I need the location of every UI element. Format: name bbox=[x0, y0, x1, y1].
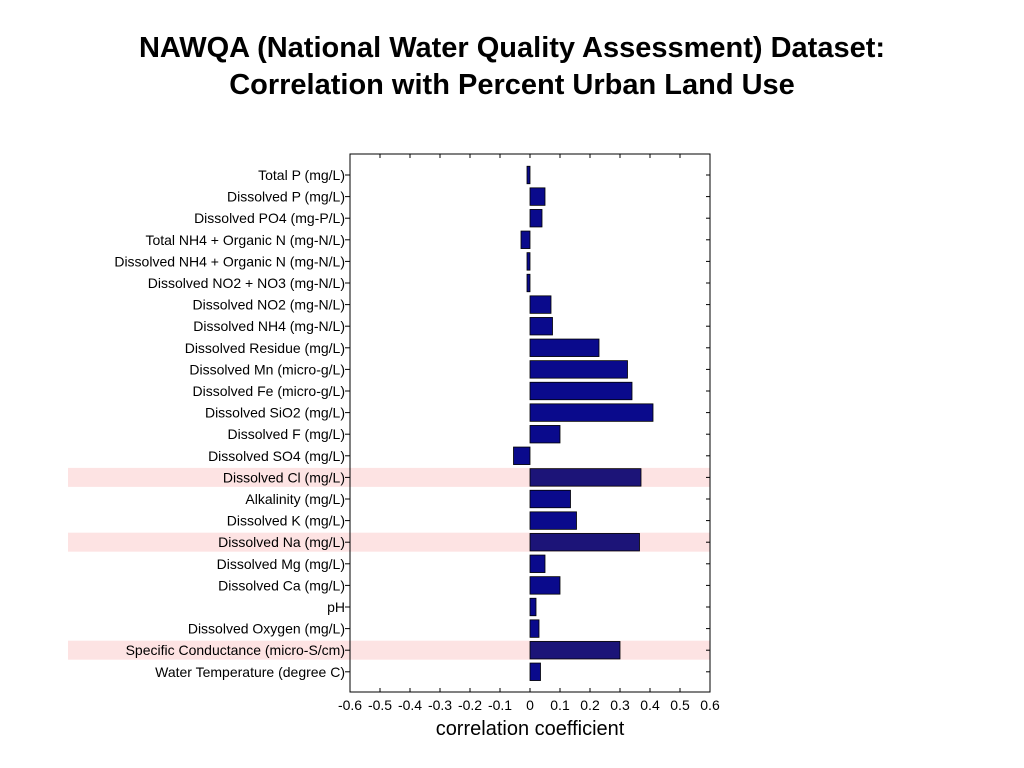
bar bbox=[529, 662, 541, 681]
y-tick-label: Dissolved Residue (mg/L) bbox=[185, 340, 345, 356]
bar bbox=[529, 554, 546, 573]
x-tick-label: 0 bbox=[526, 697, 534, 713]
y-tick-label: Dissolved NH4 + Organic N (mg-N/L) bbox=[114, 253, 345, 269]
x-tick-label: 0.4 bbox=[640, 697, 660, 713]
bars bbox=[513, 165, 654, 681]
x-tick-label: -0.3 bbox=[428, 697, 452, 713]
chart-title-block: NAWQA (National Water Quality Assessment… bbox=[0, 30, 1024, 104]
y-axis: Total P (mg/L) Dissolved P (mg/L) Dissolve… bbox=[114, 167, 710, 680]
bar bbox=[526, 273, 531, 293]
y-tick-label: Alkalinity (mg/L) bbox=[245, 491, 345, 507]
bar bbox=[529, 381, 633, 401]
y-tick-label: Dissolved SiO2 (mg/L) bbox=[205, 405, 345, 421]
bar bbox=[526, 165, 531, 185]
y-tick-label: Dissolved Mn (micro-g/L) bbox=[189, 361, 345, 377]
bar bbox=[529, 425, 561, 444]
y-tick-label: Dissolved PO4 (mg-P/L) bbox=[194, 210, 345, 226]
bar bbox=[529, 209, 543, 228]
x-tick-label: -0.6 bbox=[338, 697, 362, 713]
y-tick-label: Total P (mg/L) bbox=[258, 167, 345, 183]
bar bbox=[529, 489, 571, 509]
y-tick-label: Specific Conductance (micro-S/cm) bbox=[126, 642, 345, 658]
y-tick-label: Dissolved Fe (micro-g/L) bbox=[193, 383, 345, 399]
x-tick-label: 0.3 bbox=[610, 697, 630, 713]
y-tick-label: Total NH4 + Organic N (mg-N/L) bbox=[145, 232, 345, 248]
bar bbox=[529, 511, 577, 530]
y-tick-label: Dissolved Mg (mg/L) bbox=[217, 556, 345, 572]
bar bbox=[529, 338, 600, 357]
bar bbox=[529, 641, 621, 660]
x-tick-label: 0.6 bbox=[700, 697, 720, 713]
y-tick-label: Dissolved Ca (mg/L) bbox=[218, 577, 345, 593]
y-tick-label: pH bbox=[327, 599, 345, 615]
bar bbox=[529, 533, 640, 552]
y-tick-label: Dissolved Na (mg/L) bbox=[218, 534, 345, 550]
bar bbox=[529, 360, 628, 379]
y-tick-label: Dissolved K (mg/L) bbox=[227, 513, 345, 529]
x-tick-label: -0.2 bbox=[458, 697, 482, 713]
y-tick-label: Dissolved F (mg/L) bbox=[228, 426, 345, 442]
y-tick-label: Water Temperature (degree C) bbox=[155, 664, 345, 680]
highlight-bands bbox=[68, 467, 710, 660]
x-axis: -0.6 -0.5 -0.4 -0.3 -0.2 -0.1 0 0.1 0.2 0.3 0.4 0.5… bbox=[338, 154, 720, 713]
y-tick-label: Dissolved Oxygen (mg/L) bbox=[188, 621, 345, 637]
bar bbox=[529, 295, 552, 314]
y-tick-label: Dissolved Cl (mg/L) bbox=[223, 469, 345, 485]
y-tick-label: Dissolved P (mg/L) bbox=[227, 189, 345, 205]
bar bbox=[529, 576, 561, 595]
y-tick-label: Dissolved NH4 (mg-N/L) bbox=[193, 318, 345, 334]
y-tick-label: Dissolved NO2 + NO3 (mg-N/L) bbox=[148, 275, 345, 291]
chart-subtitle: Correlation with Percent Urban Land Use bbox=[229, 69, 795, 101]
bar bbox=[529, 187, 546, 206]
bar bbox=[526, 252, 531, 271]
x-tick-label: 0.1 bbox=[550, 697, 570, 713]
bar bbox=[529, 597, 537, 617]
bar bbox=[529, 619, 540, 638]
bar bbox=[529, 403, 654, 422]
x-tick-label: -0.4 bbox=[398, 697, 422, 713]
y-tick-label: Dissolved NO2 (mg-N/L) bbox=[193, 297, 345, 313]
y-tick-label: Dissolved SO4 (mg/L) bbox=[208, 448, 345, 464]
x-axis-title: correlation coefficient bbox=[436, 718, 625, 740]
bar bbox=[513, 446, 531, 465]
x-tick-label: -0.5 bbox=[368, 697, 392, 713]
bar bbox=[529, 317, 553, 336]
x-tick-label: 0.2 bbox=[580, 697, 600, 713]
x-tick-label: -0.1 bbox=[488, 697, 512, 713]
x-tick-label: 0.5 bbox=[670, 697, 690, 713]
bar bbox=[520, 230, 531, 249]
bar bbox=[529, 468, 642, 487]
chart-title: NAWQA (National Water Quality Assessment… bbox=[138, 32, 886, 64]
